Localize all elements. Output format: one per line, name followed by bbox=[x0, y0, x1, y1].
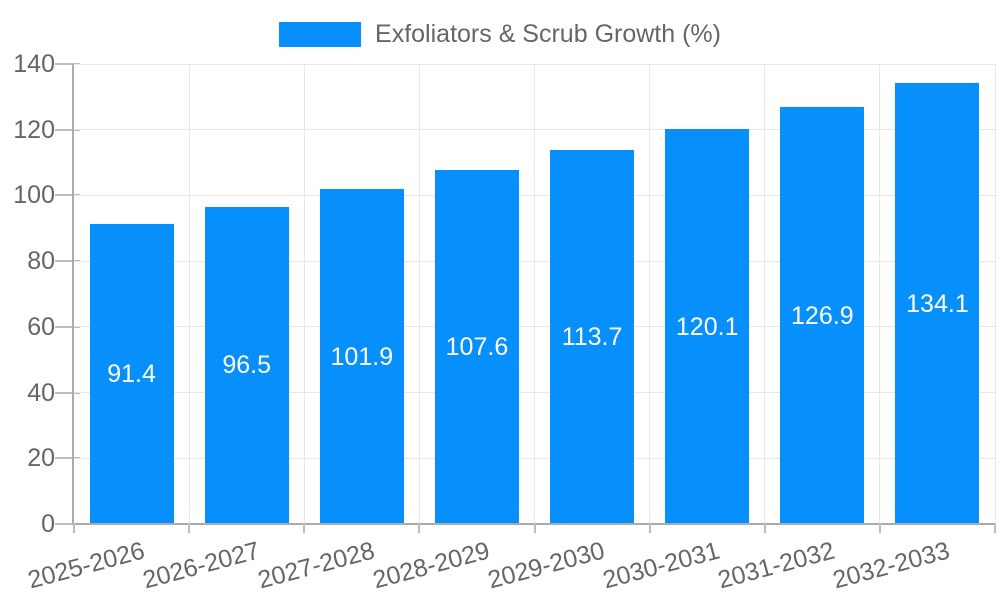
x-tick bbox=[763, 523, 766, 533]
y-axis-label: 20 bbox=[27, 444, 55, 473]
y-tick bbox=[55, 260, 80, 263]
bar bbox=[89, 223, 174, 524]
x-tick bbox=[533, 523, 536, 533]
legend-item[interactable]: Exfoliators & Scrub Growth (%) bbox=[0, 21, 1000, 47]
x-tick bbox=[418, 523, 421, 533]
legend-label: Exfoliators & Scrub Growth (%) bbox=[375, 20, 721, 48]
bar bbox=[550, 150, 635, 524]
bar-value-label: 101.9 bbox=[330, 342, 394, 371]
v-gridline bbox=[303, 64, 305, 524]
v-gridline bbox=[994, 64, 996, 524]
x-tick bbox=[648, 523, 651, 533]
y-axis-label: 100 bbox=[13, 181, 55, 210]
bar-value-label: 134.1 bbox=[906, 289, 969, 318]
v-gridline bbox=[649, 64, 651, 524]
bar bbox=[665, 129, 750, 524]
y-axis-label: 60 bbox=[27, 312, 55, 341]
v-gridline bbox=[188, 64, 190, 524]
bar-value-label: 91.4 bbox=[107, 359, 156, 388]
y-axis-label: 40 bbox=[27, 378, 55, 407]
v-gridline bbox=[418, 64, 420, 524]
y-axis: 0 20 40 60 80 100 120 140 bbox=[0, 0, 100, 600]
bar-value-label: 120.1 bbox=[675, 312, 739, 341]
plot-area: 91.4 96.5 101.9 107.6 113.7 120.1 126.9 134.1 bbox=[74, 63, 996, 524]
y-tick bbox=[55, 457, 80, 460]
v-gridline bbox=[764, 64, 766, 524]
bar bbox=[434, 170, 519, 524]
x-tick bbox=[188, 523, 191, 533]
y-axis-label: 80 bbox=[27, 247, 55, 276]
bar-value-label: 113.7 bbox=[561, 323, 623, 352]
v-gridline bbox=[879, 64, 881, 524]
bar-value-label: 126.9 bbox=[791, 301, 854, 330]
legend-swatch bbox=[279, 21, 362, 47]
bar bbox=[204, 206, 289, 524]
y-tick bbox=[55, 523, 80, 525]
bar bbox=[319, 189, 404, 524]
x-tick bbox=[73, 523, 75, 533]
y-axis-line bbox=[72, 64, 74, 525]
y-tick bbox=[55, 325, 80, 328]
y-tick bbox=[55, 391, 80, 394]
x-tick bbox=[994, 523, 996, 533]
bar-value-label: 107.6 bbox=[445, 333, 509, 362]
y-axis-label: 0 bbox=[41, 510, 55, 538]
bar bbox=[780, 107, 865, 524]
x-axis: 2025-2026 2026-2027 2027-2028 2028-2029 2029… bbox=[24, 523, 996, 600]
bar-value-label: 96.5 bbox=[222, 351, 272, 380]
y-tick bbox=[55, 128, 80, 131]
y-tick bbox=[55, 194, 80, 197]
x-tick bbox=[878, 523, 881, 533]
x-tick bbox=[303, 523, 306, 533]
y-tick bbox=[55, 63, 80, 65]
v-gridline bbox=[534, 64, 535, 524]
y-axis-label: 120 bbox=[13, 115, 55, 144]
y-axis-label: 140 bbox=[13, 50, 55, 78]
bar bbox=[895, 83, 980, 524]
